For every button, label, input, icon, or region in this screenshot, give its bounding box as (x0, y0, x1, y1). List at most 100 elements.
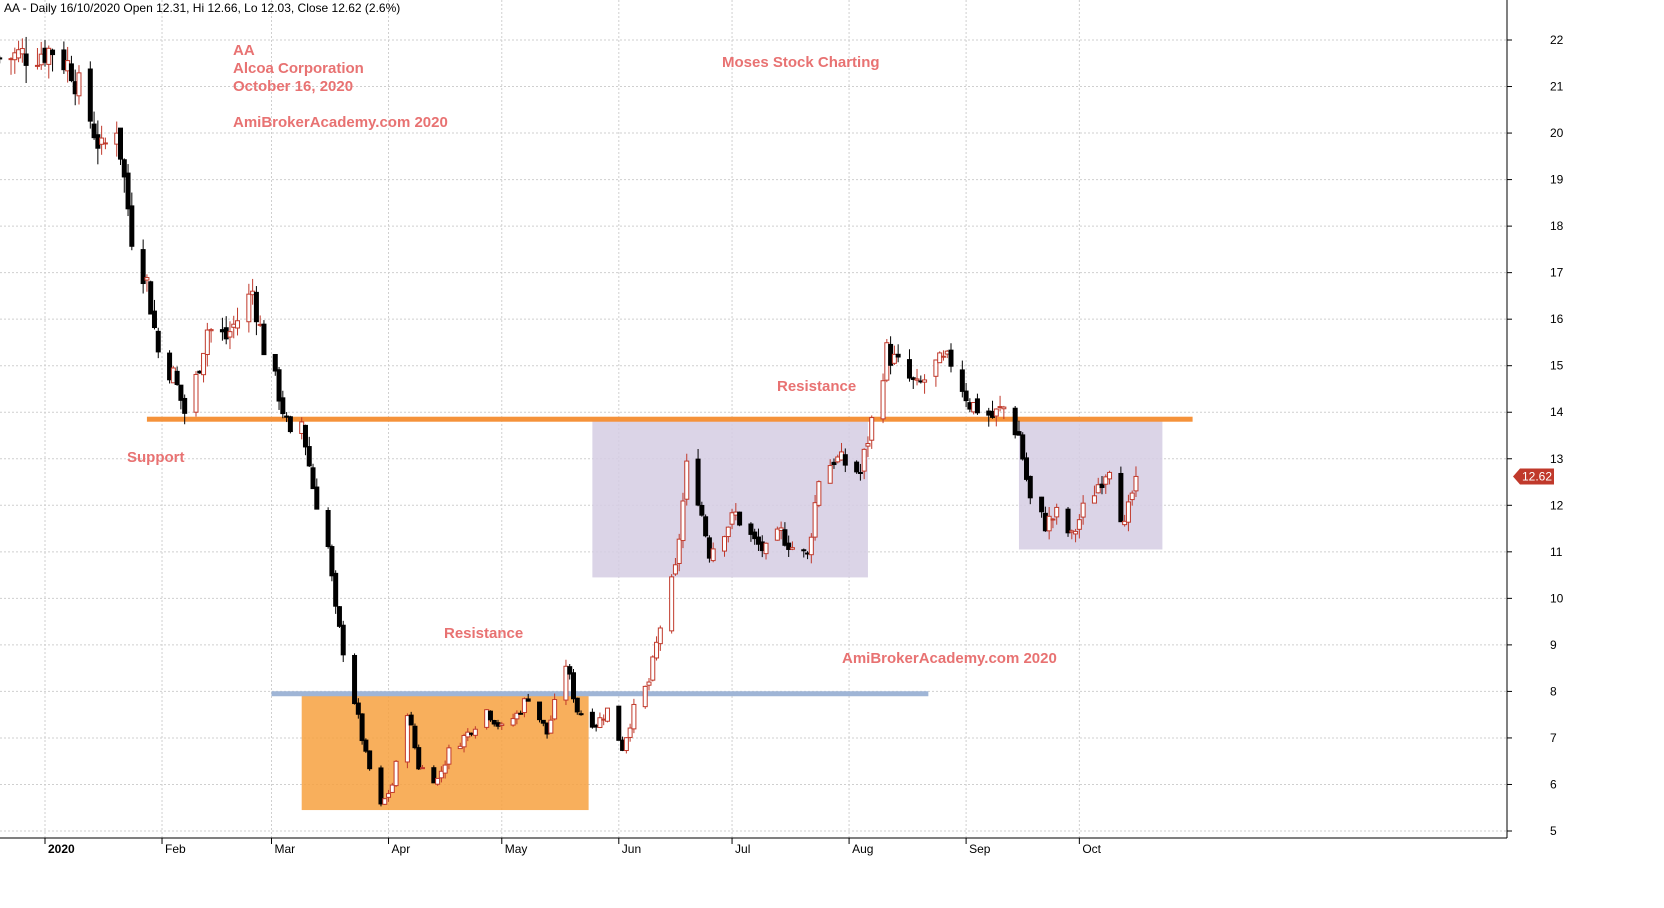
candle-59 (310, 463, 316, 490)
candle-body-5 (23, 53, 29, 66)
candle-143 (755, 528, 761, 551)
candle-body-155 (816, 481, 822, 506)
candle-body-200 (1054, 506, 1060, 518)
candle-73 (386, 789, 392, 802)
candle-75 (393, 760, 399, 787)
candle-132 (699, 501, 705, 517)
candle-77 (408, 711, 414, 726)
candle-80 (420, 765, 425, 770)
x-axis-ticks: 2020 Feb Mar Apr May Jun Jul Aug Sep Oct (44, 838, 1102, 856)
annotation-support: Support (127, 449, 185, 466)
candle-196 (1039, 496, 1045, 518)
candle-body-26 (140, 249, 146, 285)
candle-74 (389, 782, 395, 793)
candle-140 (737, 511, 743, 527)
candle-body-209 (1103, 476, 1109, 485)
candle-193 (1020, 432, 1026, 461)
candle-body-59 (310, 467, 316, 490)
candle-194 (1024, 452, 1029, 482)
candle-body-53 (280, 397, 286, 415)
candle-body-198 (1046, 515, 1052, 532)
candle-110 (578, 710, 584, 716)
candle-body-131 (695, 458, 701, 506)
candle-45 (235, 307, 241, 336)
candle-61 (325, 507, 331, 549)
candle-43 (227, 321, 233, 350)
candle-body-10 (50, 49, 56, 56)
candle-body-100 (525, 698, 531, 702)
candle-125 (657, 625, 663, 651)
candle-body-35 (182, 397, 188, 414)
candle-182 (963, 382, 969, 408)
candle-102 (540, 719, 546, 727)
candle-body-11 (61, 49, 67, 71)
candle-body-25 (129, 205, 135, 247)
candle-70 (367, 750, 373, 771)
candle-body-38 (201, 352, 207, 376)
x-tick-label-Sep: Sep (969, 842, 991, 856)
x-tick-label-Oct: Oct (1082, 842, 1101, 856)
candle-body-147 (778, 527, 784, 531)
candle-body-143 (755, 536, 761, 545)
candle-body-113 (597, 717, 603, 728)
candle-188 (993, 408, 999, 427)
candle-body-129 (680, 500, 686, 542)
candle-171 (906, 349, 912, 382)
candle-15 (76, 65, 82, 105)
candle-body-178 (940, 355, 946, 358)
candle-body-180 (948, 349, 954, 367)
candle-body-111 (589, 711, 595, 728)
orange-zone (301, 693, 589, 811)
candle-body-85 (446, 747, 452, 765)
last-price-tag-shape (1513, 468, 1554, 485)
candle-body-67 (355, 702, 361, 715)
candle-81 (431, 765, 437, 784)
candle-203 (1073, 528, 1079, 543)
candle-body-90 (472, 728, 478, 736)
candle-90 (472, 726, 478, 739)
candle-body-169 (891, 353, 897, 364)
candle-181 (959, 360, 965, 398)
candle-body-19 (99, 137, 105, 145)
candle-40 (208, 328, 214, 343)
candle-body-206 (1091, 495, 1097, 504)
annotation-site: AmiBrokerAcademy.com 2020 (233, 114, 448, 131)
candle-200 (1054, 503, 1060, 525)
candle-body-95 (499, 723, 505, 727)
candle-body-118 (623, 737, 629, 752)
candle-161 (854, 460, 860, 474)
candle-60 (314, 478, 320, 510)
candle-11 (61, 41, 67, 74)
candle-body-215 (1133, 475, 1139, 492)
candle-body-136 (722, 536, 727, 552)
candle-146 (774, 526, 780, 541)
candle-body-166 (880, 380, 886, 420)
candle-82 (435, 777, 441, 786)
candle-body-0 (0, 57, 3, 60)
candle-19 (99, 125, 105, 155)
y-tick-label-12: 12 (1550, 498, 1564, 512)
candle-body-123 (650, 656, 656, 681)
candle-body-84 (442, 764, 448, 774)
candle-13 (68, 55, 74, 83)
candle-body-150 (789, 547, 795, 550)
y-tick-label-11: 11 (1550, 545, 1563, 559)
candle-body-153 (808, 536, 814, 556)
candle-208 (1099, 476, 1105, 495)
candle-body-51 (272, 353, 278, 372)
candle-body-75 (393, 760, 399, 787)
candle-body-210 (1107, 471, 1113, 480)
candle-body-213 (1125, 501, 1131, 523)
candle-33 (174, 366, 180, 386)
candle-22 (118, 127, 123, 166)
candle-34 (178, 384, 184, 410)
candle-177 (937, 351, 943, 364)
candle-163 (861, 448, 867, 480)
candle-body-20 (102, 142, 108, 145)
candle-body-77 (408, 714, 414, 726)
candle-67 (355, 698, 361, 719)
candle-97 (514, 710, 520, 725)
candle-body-79 (416, 747, 422, 770)
candle-46 (246, 283, 252, 333)
